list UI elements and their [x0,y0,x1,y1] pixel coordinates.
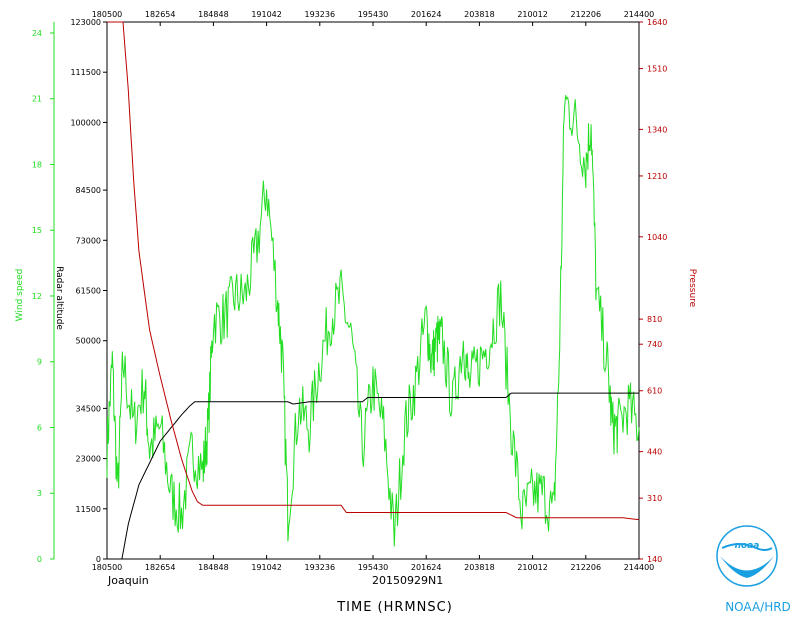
noaa-logo: noaa [716,525,778,587]
wind-tick-label: 21 [32,95,42,104]
alt-tick-label: 23000 [76,455,101,464]
pres-tick-label: 1640 [647,18,667,27]
series-pres-line [107,21,640,521]
time-tick-label-top: 180500 [92,10,123,19]
pres-tick-label: 140 [647,555,662,564]
storm-id: 20150929N1 [372,574,443,587]
time-tick-label-bottom: 191042 [251,563,282,572]
series-wind-line [106,95,640,547]
series-alt-line [121,392,639,560]
alt-tick-label: 100000 [70,118,101,127]
alt-tick-label: 61500 [76,287,101,296]
alt-tick-label: 34500 [76,404,101,413]
time-tick-label-bottom: 201624 [411,563,442,572]
pressure-axis-label: Pressure [687,269,697,308]
wind-speed-axis: 0 3 6 9 12 15 18 21 24 [32,22,55,564]
time-tick-label-top: 184848 [198,10,229,19]
pres-tick-label: 1210 [647,172,667,181]
alt-tick-label: 123000 [70,18,101,27]
wind-tick-label: 6 [37,423,42,432]
alt-tick-label: 84500 [76,186,101,195]
storm-name: Joaquin [107,574,149,587]
pres-tick-label: 440 [647,448,662,457]
wind-speed-axis-label: Wind speed [15,269,25,322]
time-tick-label-bottom: 180500 [92,563,123,572]
alt-tick-label: 50000 [76,337,101,346]
time-tick-label-bottom: 210012 [517,563,548,572]
alt-tick-label: 111500 [70,68,101,77]
time-tick-label-top: 182654 [145,10,176,19]
pres-tick-label: 1340 [647,125,667,134]
time-tick-label-top: 191042 [251,10,282,19]
time-tick-label-bottom: 193236 [305,563,336,572]
time-tick-label-bottom: 214400 [624,563,655,572]
pres-tick-label: 740 [647,340,662,349]
wind-tick-label: 24 [32,29,42,38]
time-tick-label-bottom: 184848 [198,563,229,572]
time-tick-label-bottom: 182654 [145,563,176,572]
time-tick-label-top: 195430 [358,10,389,19]
pressure-axis: 140 310 440 610 740 810 1040 1210 1340 1510 1640 [639,18,667,564]
alt-tick-label: 0 [96,555,101,564]
pres-tick-label: 610 [647,387,662,396]
time-tick-label-top: 210012 [517,10,548,19]
wind-tick-label: 18 [32,160,42,169]
radar-altitude-axis-label: Radar altitude [54,266,64,330]
time-tick-label-bottom: 195430 [358,563,389,572]
time-tick-label-top: 201624 [411,10,442,19]
time-tick-label-top: 214400 [624,10,655,19]
pres-tick-label: 1510 [647,65,667,74]
wind-tick-label: 12 [32,292,42,301]
credit-label: NOAA/HRD [725,600,791,614]
radar-altitude-axis: 0 11500 23000 34500 50000 61500 73000 84500 1000… [70,18,107,564]
time-tick-label-bottom: 203818 [464,563,495,572]
x-axis-title: TIME (HRMNSC) [336,600,453,615]
pres-tick-label: 1040 [647,233,667,242]
wind-tick-label: 9 [37,358,42,367]
plot-frame [106,21,640,560]
alt-tick-label: 73000 [76,236,101,245]
noaa-logo-text: noaa [735,541,760,551]
time-tick-label-top: 203818 [464,10,495,19]
pres-tick-label: 310 [647,494,662,503]
wind-tick-label: 15 [32,226,42,235]
alt-tick-label: 11500 [76,505,101,514]
pres-tick-label: 810 [647,315,662,324]
time-tick-label-top: 212206 [571,10,602,19]
series-layer [106,21,640,560]
wind-tick-label: 3 [37,489,42,498]
time-tick-label-top: 193236 [305,10,336,19]
time-tick-label-bottom: 212206 [571,563,602,572]
wind-tick-label: 0 [37,555,42,564]
time-axis: 180500 180500 182654 182654 184848 184848 1910… [92,10,655,572]
